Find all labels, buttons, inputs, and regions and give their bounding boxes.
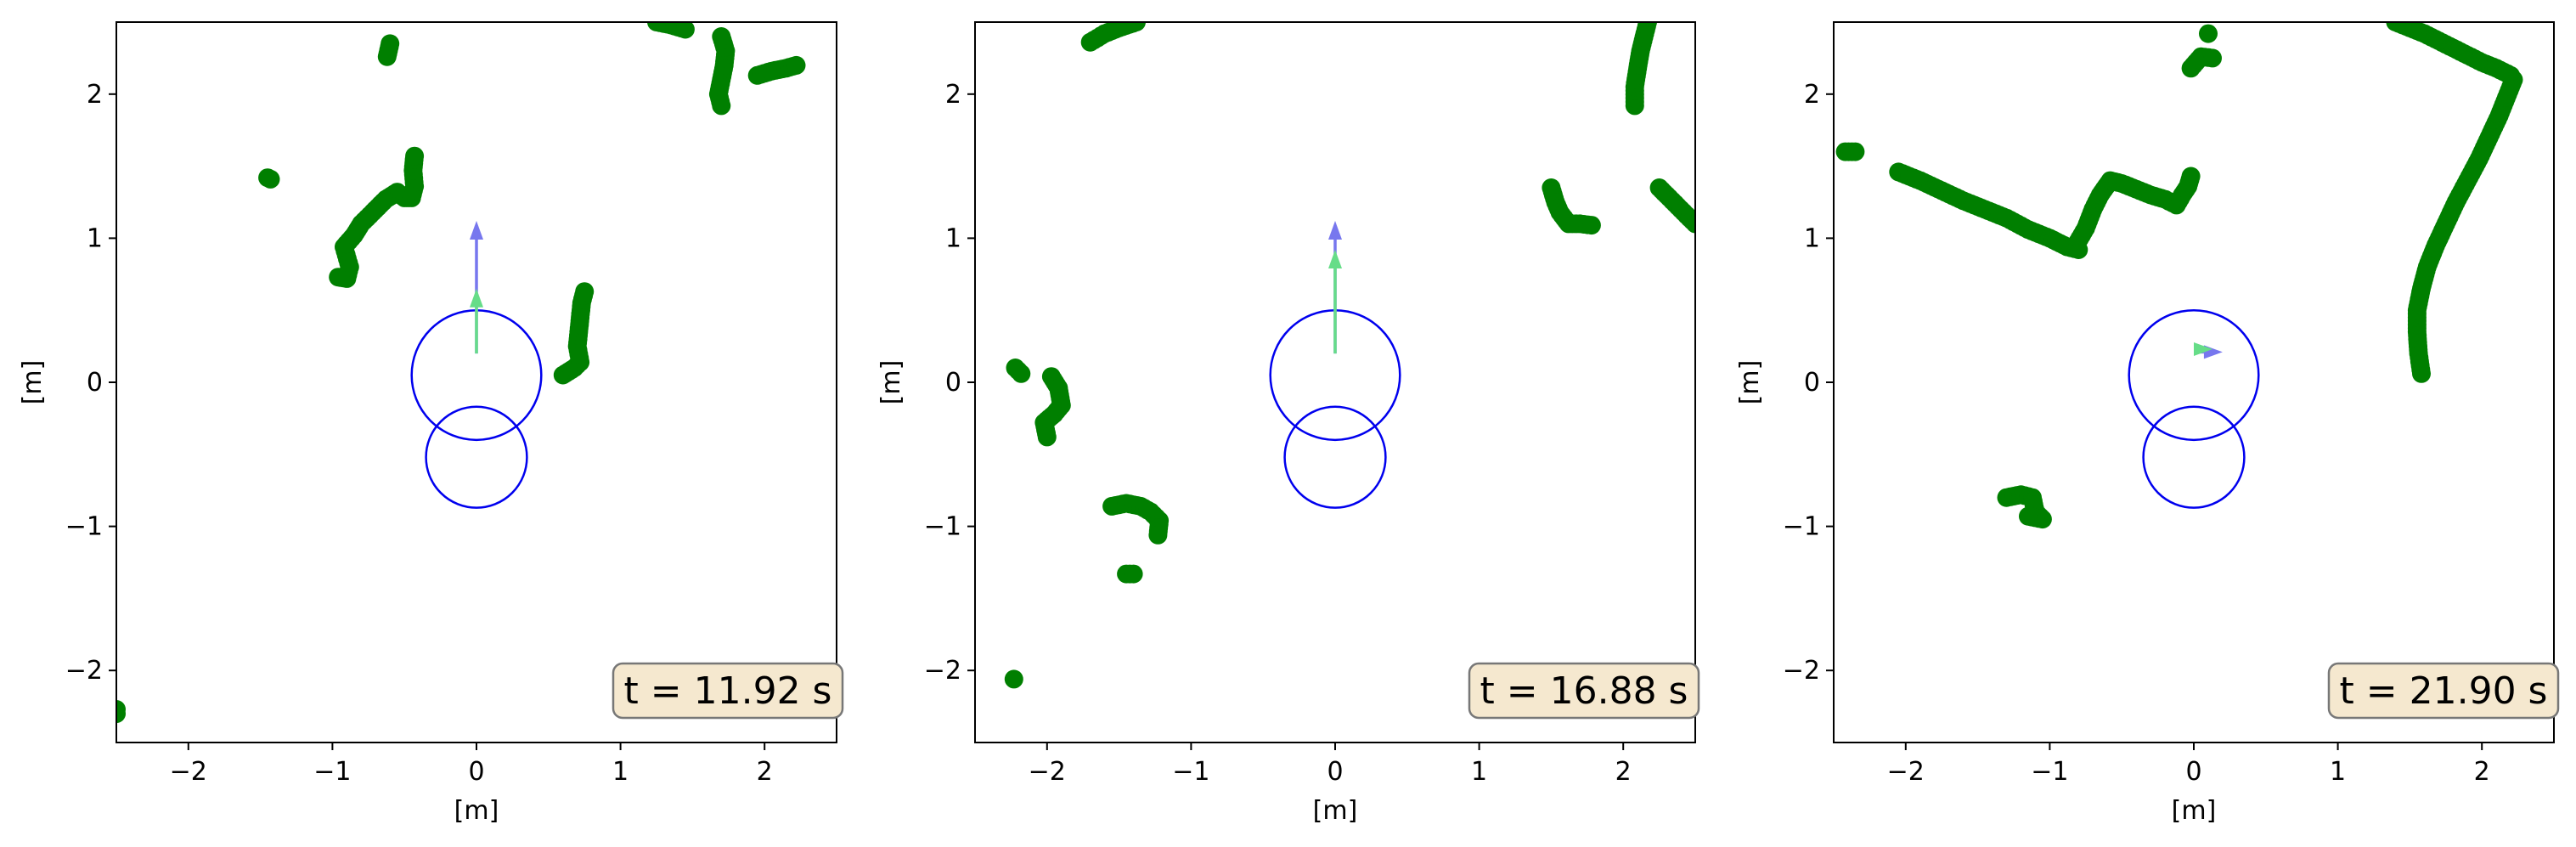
x-tick-label: −2 xyxy=(170,757,207,787)
x-tick-label: 1 xyxy=(1471,757,1487,787)
x-tick-label: −1 xyxy=(2031,757,2068,787)
x-tick-label: 2 xyxy=(1615,757,1632,787)
scan-point-1-3-48 xyxy=(405,146,425,166)
panel-2-x-axis: −2 −1 0 1 2 xyxy=(1029,743,1632,787)
x-tick-label: 1 xyxy=(2330,757,2346,787)
x-tick-label: −1 xyxy=(313,757,351,787)
y-tick-label: −1 xyxy=(65,512,103,542)
scan-point-3-6-32 xyxy=(2386,22,2405,31)
panel-1-y-axis-label: [m] xyxy=(18,360,48,405)
scan-point-2-7-17 xyxy=(1581,216,1601,235)
panel-2-y-axis-label: [m] xyxy=(877,360,906,405)
y-tick-label: 1 xyxy=(87,223,103,253)
x-tick-label: 2 xyxy=(757,757,773,787)
panel-2-plot-area xyxy=(1004,22,1695,689)
panel-1: −2 −1 0 1 2 −2 −1 0 1 2 [m] [m] t = 11.92 s xyxy=(18,21,844,826)
panel-1-time-annotation: t = 11.92 s xyxy=(612,662,844,720)
panel-3-annotation-text: t = 21.90 s xyxy=(2340,669,2548,713)
y-tick-label: 2 xyxy=(1804,80,1820,110)
y-tick-label: 0 xyxy=(945,368,961,398)
y-tick-label: −2 xyxy=(65,656,103,686)
scan-point-1-1-1 xyxy=(261,169,280,189)
robot-circle-3-2 xyxy=(2142,405,2246,509)
x-tick-label: 0 xyxy=(1327,757,1343,787)
x-tick-label: 0 xyxy=(468,757,484,787)
panel-3: −2 −1 0 1 2 −2 −1 0 1 2 [m] [m] t = 21.90 s xyxy=(1735,21,2560,826)
scan-point-2-2-2 xyxy=(1012,364,1031,383)
scan-point-3-2-46 xyxy=(2181,167,2201,186)
scan-point-2-1-23 xyxy=(1638,22,1657,31)
x-tick-label: 0 xyxy=(2185,757,2201,787)
arrow-head-blue-2 xyxy=(1328,221,1342,240)
robot-circle-1-2 xyxy=(425,405,528,509)
scan-point-1-7-11 xyxy=(786,55,806,75)
arrow-head-green-3 xyxy=(2194,342,2212,356)
scan-point-1-6-19 xyxy=(712,27,731,46)
scan-point-3-7-18 xyxy=(2019,506,2038,526)
panel-2-y-axis: −2 −1 0 1 2 xyxy=(924,80,975,686)
y-tick-label: −1 xyxy=(924,512,961,542)
y-tick-label: 0 xyxy=(87,368,103,398)
arrow-head-blue-1 xyxy=(470,221,483,240)
panel-3-y-axis: −2 −1 0 1 2 xyxy=(1783,80,1834,686)
x-tick-label: 2 xyxy=(2474,757,2490,787)
scan-point-3-3-0 xyxy=(2199,24,2218,43)
y-tick-label: 2 xyxy=(945,80,961,110)
y-tick-label: 0 xyxy=(1804,368,1820,398)
panel-1-plot-area xyxy=(116,22,806,724)
scan-point-2-0-13 xyxy=(1127,22,1146,31)
panel-3-x-axis: −2 −1 0 1 2 xyxy=(1887,743,2490,787)
scan-point-2-4-18 xyxy=(1148,525,1168,545)
scan-point-2-6-0 xyxy=(1004,669,1023,689)
panel-3-annotation-box xyxy=(2327,662,2560,720)
panel-3-plot-area xyxy=(1835,22,2523,529)
scan-point-2-8-13 xyxy=(1686,214,1695,234)
arrow-head-green-1 xyxy=(470,288,483,308)
panel-1-x-axis-label: [m] xyxy=(454,796,499,826)
panel-1-annotation-text: t = 11.92 s xyxy=(624,669,832,713)
scan-point-3-4-7 xyxy=(2203,48,2222,68)
scan-point-1-4-25 xyxy=(575,282,595,302)
y-tick-label: −2 xyxy=(924,656,961,686)
y-tick-label: 1 xyxy=(945,223,961,253)
arrow-head-green-2 xyxy=(1328,250,1342,268)
panel-2-time-annotation: t = 16.88 s xyxy=(1468,662,1700,720)
x-tick-label: −2 xyxy=(1029,757,1066,787)
panel-3-time-annotation: t = 21.90 s xyxy=(2327,662,2560,720)
x-tick-label: −2 xyxy=(1887,757,1925,787)
scan-point-2-5-2 xyxy=(1124,564,1143,584)
y-tick-label: −2 xyxy=(1783,656,1820,686)
panel-1-annotation-box xyxy=(612,662,844,720)
panel-2: −2 −1 0 1 2 −2 −1 0 1 2 [m] [m] t = 16.88 s xyxy=(877,21,1700,826)
y-tick-label: 1 xyxy=(1804,223,1820,253)
panel-2-x-axis-label: [m] xyxy=(1313,796,1358,826)
panel-3-x-axis-label: [m] xyxy=(2172,796,2217,826)
panel-1-x-axis: −2 −1 0 1 2 xyxy=(170,743,773,787)
panel-2-annotation-text: t = 16.88 s xyxy=(1480,669,1688,713)
y-tick-label: −1 xyxy=(1783,512,1820,542)
scan-point-1-2-4 xyxy=(377,47,397,66)
scan-point-1-0-1 xyxy=(116,704,126,724)
scan-point-1-5-8 xyxy=(675,22,695,39)
panel-3-y-axis-label: [m] xyxy=(1735,360,1765,405)
panel-2-annotation-box xyxy=(1468,662,1700,720)
x-tick-label: 1 xyxy=(612,757,628,787)
y-tick-label: 2 xyxy=(87,80,103,110)
robot-circle-2-2 xyxy=(1283,405,1387,509)
scan-point-2-3-20 xyxy=(1037,427,1057,447)
scan-point-3-0-3 xyxy=(1846,142,1865,161)
robot-circle-3-1 xyxy=(2128,308,2260,442)
panel-1-y-axis: −2 −1 0 1 2 xyxy=(65,80,116,686)
x-tick-label: −1 xyxy=(1172,757,1209,787)
